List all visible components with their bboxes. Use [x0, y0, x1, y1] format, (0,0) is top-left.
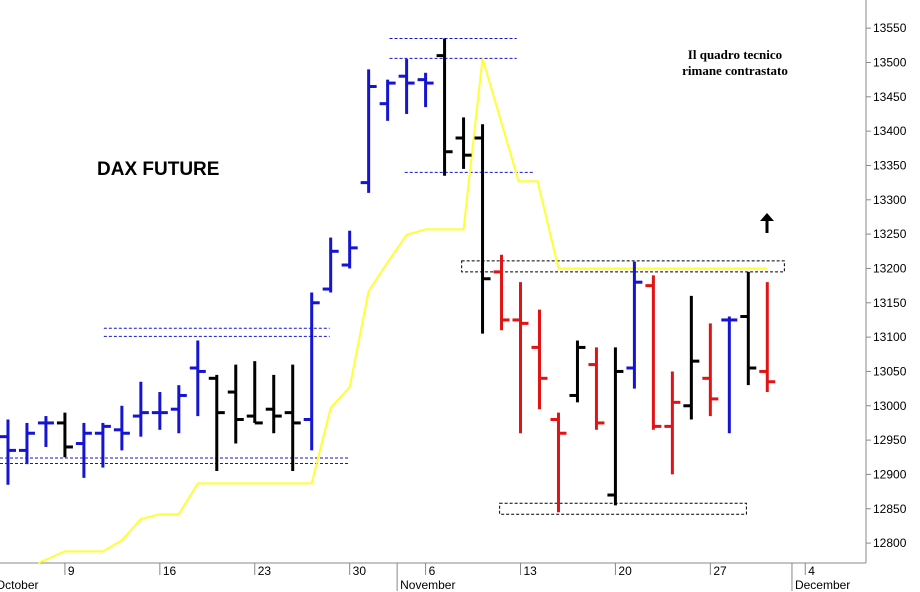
range-box [461, 260, 785, 273]
x-tick-label: 20 [618, 564, 632, 578]
ohlc-bar [113, 405, 130, 451]
ohlc-bar [417, 72, 434, 108]
ohlc-bar [588, 347, 605, 430]
ohlc-bar [740, 271, 757, 386]
ohlc-bar [151, 392, 168, 430]
x-tick-label: 23 [258, 564, 272, 578]
ohlc-bar [18, 422, 35, 465]
y-tick-label: 12800 [873, 536, 907, 550]
ohlc-bar [455, 117, 472, 169]
ohlc-bar [132, 381, 149, 437]
arrow [760, 213, 774, 233]
month-label: November [400, 578, 455, 592]
ohlc-bar [759, 282, 776, 393]
y-tick-label: 13050 [873, 364, 907, 378]
ohlc-bar [664, 371, 681, 475]
x-tick-label: 16 [163, 564, 177, 578]
ohlc-bar [645, 275, 662, 430]
x-tick-label: 13 [524, 564, 538, 578]
ohlc-bar [170, 385, 187, 434]
y-tick-label: 13300 [873, 193, 907, 207]
annotation: Il quadro tecnico [688, 47, 782, 62]
annotation: rimane contrastato [682, 63, 788, 78]
y-tick-label: 13100 [873, 330, 907, 344]
ohlc-bar [398, 59, 415, 114]
ohlc-bar [550, 412, 567, 513]
x-tick-label: 30 [353, 564, 367, 578]
y-tick-label: 13250 [873, 227, 907, 241]
y-tick-label: 12850 [873, 502, 907, 516]
ohlc-bar [265, 374, 282, 434]
y-tick-label: 13350 [873, 158, 907, 172]
ohlc-bar [474, 124, 491, 334]
ohlc-bar [208, 374, 225, 471]
ohlc-bar [341, 230, 358, 269]
x-tick-label: 4 [808, 564, 815, 578]
y-tick-label: 13400 [873, 124, 907, 138]
y-tick-label: 13550 [873, 21, 907, 35]
chart-title: DAX FUTURE [97, 159, 219, 180]
y-tick-label: 12900 [873, 467, 907, 481]
ohlc-bar [75, 422, 92, 478]
ohlc-bar [607, 347, 624, 506]
ohlc-bar [37, 416, 54, 447]
y-tick-label: 13500 [873, 55, 907, 69]
ohlc-bar [56, 412, 73, 458]
ohlc-bar [94, 422, 111, 468]
ohlc-bar [493, 254, 510, 331]
ohlc-bar [379, 79, 396, 121]
ohlc-bar [512, 282, 529, 434]
ohlc-bar [246, 361, 263, 425]
ohlc-bar [569, 340, 586, 403]
y-tick-label: 13150 [873, 296, 907, 310]
ohlc-bar [189, 340, 206, 417]
ohlc-bar [683, 295, 700, 420]
ohlc-bar [227, 364, 244, 444]
x-tick-label: 9 [68, 564, 75, 578]
ohlc-bar [284, 364, 301, 471]
ohlc-bar [626, 261, 643, 389]
trend-line [37, 58, 768, 564]
ohlc-bar [0, 419, 16, 485]
ohlc-bar [436, 38, 453, 176]
ohlc-bar [721, 316, 738, 434]
ohlc-bar [360, 69, 377, 193]
range-box [499, 502, 747, 515]
y-tick-label: 13000 [873, 399, 907, 413]
x-tick-label: 6 [429, 564, 436, 578]
y-tick-label: 12950 [873, 433, 907, 447]
y-tick-label: 13200 [873, 261, 907, 275]
x-tick-label: 27 [713, 564, 727, 578]
month-label: October [0, 578, 38, 592]
plot-area [0, 0, 866, 563]
ohlc-bar [322, 237, 339, 293]
ohlc-bar [702, 323, 719, 417]
y-tick-label: 13450 [873, 90, 907, 104]
ohlc-bar [303, 292, 320, 451]
month-label: December [795, 578, 850, 592]
ohlc-bar [531, 309, 548, 410]
